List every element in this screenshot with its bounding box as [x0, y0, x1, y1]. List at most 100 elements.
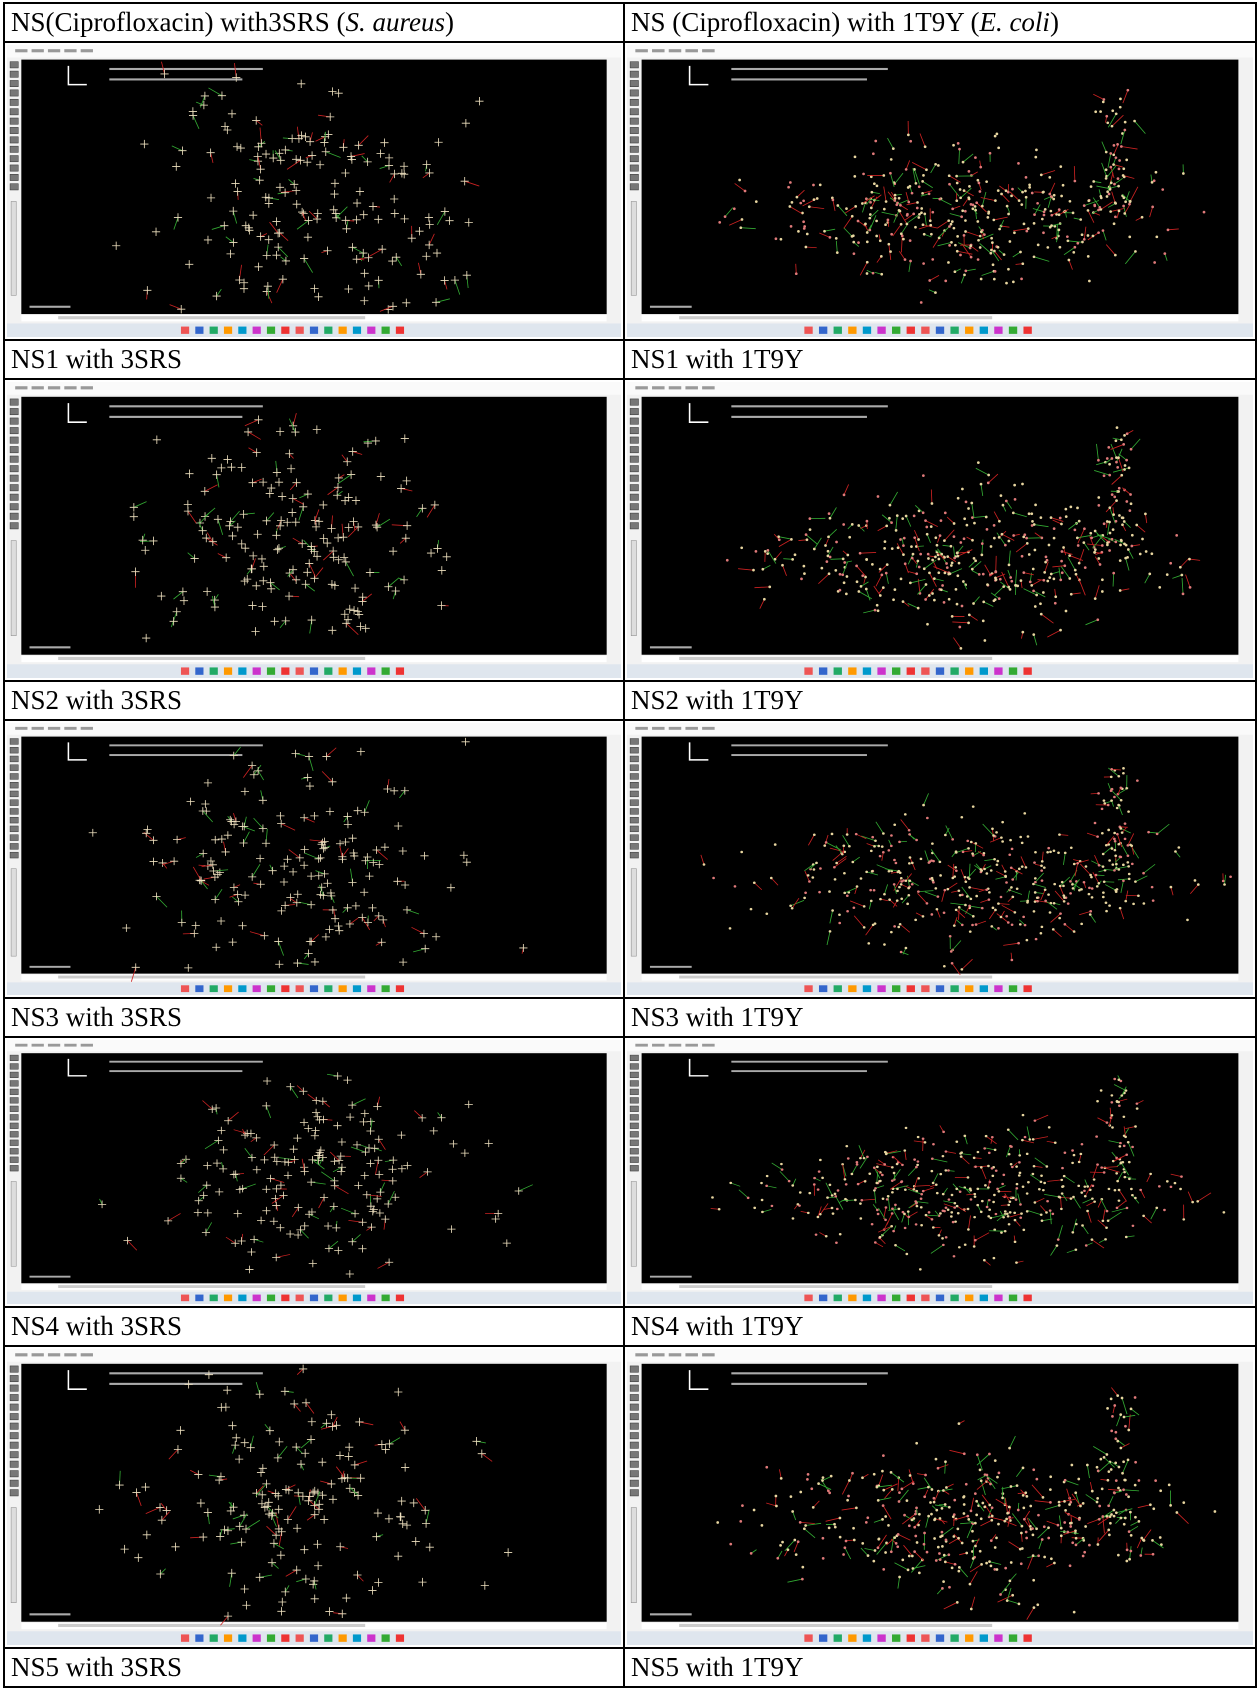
atom [936, 908, 939, 911]
atom [852, 241, 855, 244]
atom [1010, 1145, 1013, 1147]
caption-text: NS2 with 3SRS [11, 685, 182, 715]
taskbar-icon [267, 1634, 275, 1641]
atom [799, 1491, 802, 1494]
atom [917, 538, 920, 541]
atom [924, 145, 927, 148]
atom [1139, 553, 1142, 556]
atom [907, 1568, 910, 1571]
atom [963, 234, 966, 237]
image-cell [624, 720, 1256, 998]
atom [1132, 903, 1135, 906]
atom [980, 1211, 983, 1213]
atom [953, 1255, 956, 1257]
tool-icon [630, 739, 638, 745]
atom [1132, 1225, 1135, 1227]
atom [1047, 893, 1050, 896]
atom [1034, 605, 1037, 608]
atom [1031, 1527, 1034, 1530]
atom [919, 1268, 922, 1270]
atom [1050, 214, 1053, 217]
menu-item [48, 727, 60, 730]
taskbar-icon [324, 985, 332, 992]
tool-icon [10, 485, 18, 491]
atom [937, 895, 940, 898]
atom [905, 515, 908, 518]
menu-item [64, 386, 76, 389]
atom [1057, 1524, 1060, 1527]
atom [988, 891, 991, 894]
tool-icon [10, 99, 18, 105]
atom [913, 1158, 916, 1160]
tool-icon [10, 513, 18, 519]
atom [874, 839, 877, 842]
atom [890, 1225, 893, 1227]
atom [864, 223, 867, 226]
atom [974, 1492, 977, 1495]
taskbar-icon [965, 667, 973, 674]
taskbar-icon [310, 985, 318, 992]
atom [926, 533, 929, 536]
atom [738, 179, 741, 182]
taskbar-icon [181, 327, 189, 334]
atom [955, 588, 958, 591]
atom [906, 213, 909, 216]
atom [1048, 1126, 1051, 1128]
atom [1091, 1238, 1094, 1240]
tool-icon [10, 1114, 18, 1120]
tool-icon [10, 118, 18, 124]
tool-icon [10, 1461, 18, 1467]
atom [923, 212, 926, 215]
atom [960, 1151, 963, 1153]
atom [869, 213, 872, 216]
atom [979, 246, 982, 249]
atom [1152, 1553, 1155, 1556]
atom [1163, 252, 1166, 255]
atom [1118, 1466, 1121, 1469]
tool-icon [10, 1490, 18, 1496]
atom [1022, 1466, 1025, 1469]
atom [1166, 573, 1169, 576]
atom [851, 1173, 854, 1175]
atom [1102, 865, 1105, 868]
atom [960, 647, 963, 650]
atom [1010, 886, 1013, 889]
atom [859, 1157, 862, 1159]
menu-item [81, 1044, 93, 1047]
atom [1096, 835, 1099, 838]
atom [1072, 1196, 1075, 1198]
atom [1111, 493, 1114, 496]
atom [948, 1198, 951, 1200]
scrollbar [11, 201, 16, 295]
atom [1059, 912, 1062, 915]
taskbar-icon [980, 1295, 988, 1302]
atom [970, 1608, 973, 1611]
atom [980, 1166, 983, 1168]
taskbar-icon [253, 1295, 261, 1302]
taskbar-icon [224, 667, 232, 674]
atom [1058, 1501, 1061, 1504]
atom [1119, 589, 1122, 592]
atom [907, 1216, 910, 1218]
taskbar-icon [353, 327, 361, 334]
atom [865, 197, 868, 200]
atom [985, 872, 988, 875]
atom [1111, 1114, 1114, 1116]
atom [1069, 1564, 1072, 1567]
atom [1025, 1531, 1028, 1534]
atom [866, 1156, 869, 1158]
atom [1028, 186, 1031, 189]
atom [1123, 1176, 1126, 1178]
atom [1009, 588, 1012, 591]
atom [1010, 194, 1013, 197]
tool-icon [10, 1394, 18, 1400]
atom [823, 844, 826, 847]
atom [882, 1489, 885, 1492]
atom [868, 1173, 871, 1175]
atom [857, 241, 860, 244]
atom [1076, 862, 1079, 865]
atom [920, 1198, 923, 1200]
atom [774, 843, 777, 846]
menu-item [48, 49, 60, 52]
atom [922, 223, 925, 226]
